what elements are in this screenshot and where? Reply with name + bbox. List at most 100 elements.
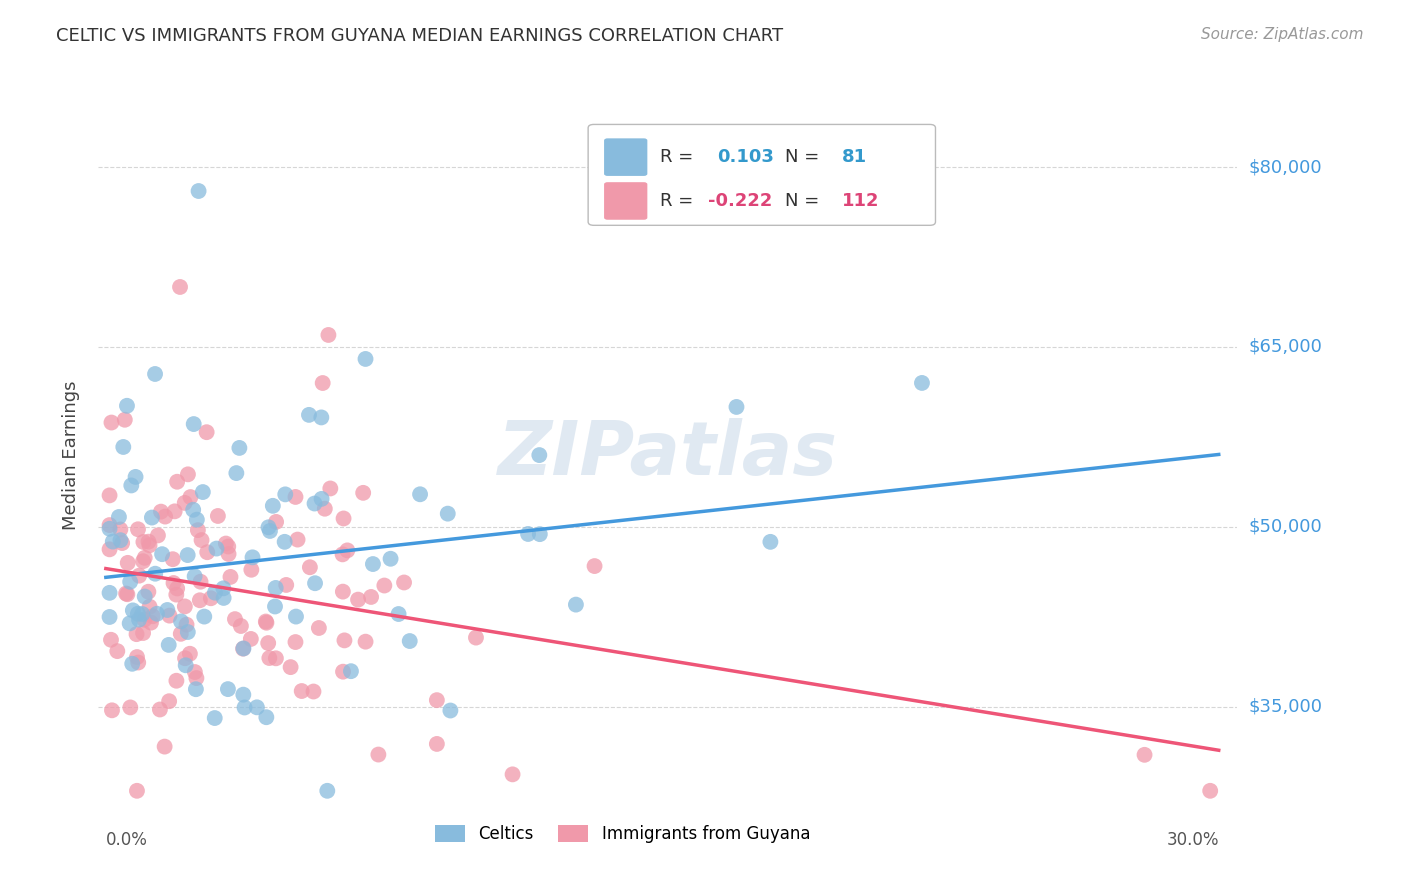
Point [225, 466, 247, 480]
Point [98, 488, 121, 502]
FancyBboxPatch shape [588, 124, 935, 226]
Point [169, 280, 191, 294]
Point [409, 487, 432, 501]
Point [138, 538, 160, 552]
Point [138, 599, 160, 614]
Point [118, 616, 141, 631]
Point [173, 599, 195, 614]
Text: 81: 81 [842, 148, 868, 166]
FancyBboxPatch shape [605, 138, 647, 176]
Point [142, 609, 165, 624]
Point [228, 441, 250, 455]
Point [254, 615, 277, 629]
Point [190, 574, 212, 589]
Point [318, 328, 340, 343]
Point [218, 547, 240, 561]
Point [117, 587, 139, 601]
Point [150, 547, 173, 561]
Point [165, 588, 187, 602]
Point [101, 534, 124, 549]
Point [173, 496, 195, 510]
Point [170, 615, 193, 629]
Point [262, 499, 284, 513]
Point [352, 486, 374, 500]
Point [100, 416, 122, 430]
Y-axis label: Median Earnings: Median Earnings [62, 380, 80, 530]
Point [254, 710, 277, 724]
Point [132, 554, 155, 568]
Point [159, 608, 181, 623]
Point [105, 644, 128, 658]
Point [232, 641, 254, 656]
Point [110, 523, 132, 537]
Point [336, 543, 359, 558]
Point [308, 621, 330, 635]
Point [298, 560, 321, 574]
Point [132, 535, 155, 549]
Point [302, 684, 325, 698]
Point [284, 490, 307, 504]
Point [205, 541, 228, 556]
Point [332, 511, 354, 525]
Point [217, 682, 239, 697]
Point [110, 533, 132, 548]
Point [195, 425, 218, 440]
Point [284, 635, 307, 649]
Point [143, 566, 166, 581]
Text: 0.103: 0.103 [717, 148, 773, 166]
Point [146, 607, 169, 621]
Text: 0.0%: 0.0% [105, 830, 148, 848]
Point [128, 613, 150, 627]
Point [188, 593, 211, 607]
Point [157, 694, 180, 708]
Point [280, 660, 302, 674]
Point [166, 475, 188, 489]
Point [125, 650, 148, 665]
Point [177, 467, 200, 482]
Point [204, 711, 226, 725]
Point [380, 551, 402, 566]
Point [186, 513, 208, 527]
Point [138, 534, 160, 549]
Point [125, 784, 148, 798]
Point [174, 651, 197, 665]
Point [240, 563, 263, 577]
Text: 30.0%: 30.0% [1166, 830, 1219, 848]
Point [439, 704, 461, 718]
Point [333, 633, 356, 648]
Point [242, 550, 264, 565]
Point [340, 664, 363, 678]
Point [502, 767, 524, 781]
Point [360, 590, 382, 604]
Point [233, 700, 256, 714]
Point [246, 700, 269, 714]
Point [232, 641, 254, 656]
Text: N =: N = [785, 148, 825, 166]
Point [311, 410, 333, 425]
Point [179, 647, 201, 661]
Point [112, 440, 135, 454]
Point [387, 607, 409, 621]
Point [426, 737, 449, 751]
Point [1199, 784, 1222, 798]
Point [298, 408, 321, 422]
Point [120, 700, 142, 714]
Point [426, 693, 449, 707]
Point [367, 747, 389, 762]
Point [583, 559, 606, 574]
Point [121, 657, 143, 671]
Point [127, 607, 149, 621]
Text: $50,000: $50,000 [1249, 518, 1323, 536]
Point [332, 665, 354, 679]
Point [264, 651, 287, 665]
Point [373, 578, 395, 592]
Point [101, 703, 124, 717]
Point [311, 491, 333, 506]
Point [285, 609, 308, 624]
Point [143, 367, 166, 381]
Point [264, 515, 287, 529]
Point [529, 527, 551, 541]
Point [392, 575, 415, 590]
Point [184, 665, 207, 679]
Point [259, 651, 281, 665]
